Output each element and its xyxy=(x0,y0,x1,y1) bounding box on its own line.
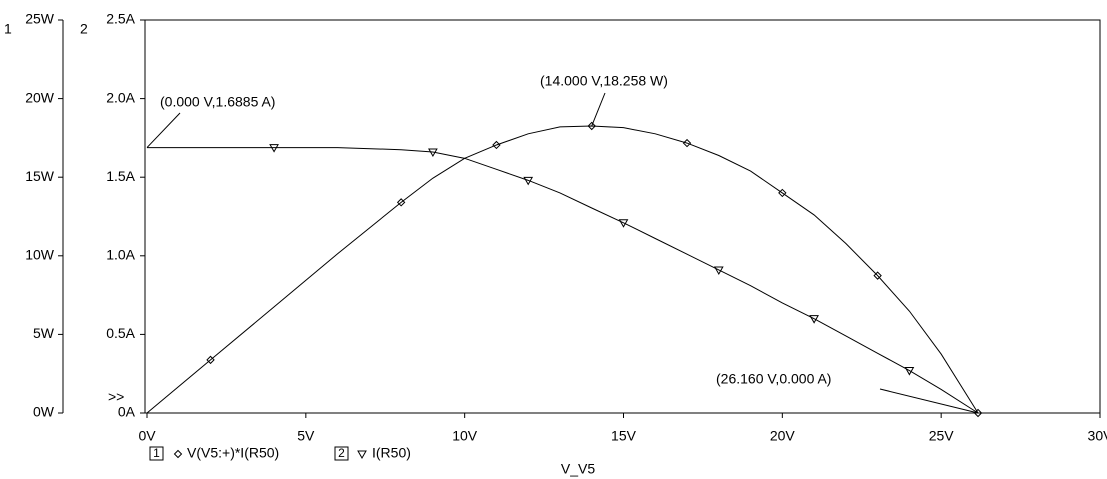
data-marker xyxy=(618,219,629,228)
legend-box xyxy=(149,446,164,461)
y2-tick-label: 25W xyxy=(25,11,55,27)
series-line xyxy=(146,125,979,414)
annotation: (14.000 V,18.258 W) xyxy=(540,73,668,89)
data-marker xyxy=(809,315,819,324)
y2-tick-label: 0W xyxy=(33,404,55,420)
data-marker xyxy=(428,148,438,158)
legend-box xyxy=(334,446,349,461)
axis-marker: >> xyxy=(108,389,124,405)
y-tick-label: 0A xyxy=(118,404,136,420)
x-tick-label: 5V xyxy=(297,428,315,444)
data-marker xyxy=(778,188,787,198)
y-tick-label: 1.0A xyxy=(106,247,135,263)
data-marker xyxy=(523,176,534,186)
y2-tick-label: 5W xyxy=(33,325,55,341)
annotation-leader xyxy=(879,388,979,414)
y-tick-label: 1.5A xyxy=(106,168,135,184)
data-marker xyxy=(396,198,406,207)
legend-label: V(V5:+)*I(R50) xyxy=(187,445,279,461)
x-tick-label: 10V xyxy=(452,428,478,444)
x-tick-label: 0V xyxy=(138,428,156,444)
plot-frame xyxy=(144,19,1101,414)
series-line xyxy=(147,147,979,414)
annotation-leader xyxy=(146,112,181,148)
y-tick-label: 0.5A xyxy=(106,325,135,341)
y-axis-id: 2 xyxy=(80,21,88,37)
annotation: (0.000 V,1.6885 A) xyxy=(160,94,275,110)
y2-tick-label: 15W xyxy=(25,168,55,184)
data-marker xyxy=(206,355,215,365)
data-marker xyxy=(713,266,724,275)
y-tick-label: 2.0A xyxy=(106,89,135,105)
data-marker xyxy=(269,144,279,153)
y2-axis-id: 1 xyxy=(4,21,12,37)
annotation: (26.160 V,0.000 A) xyxy=(716,371,831,387)
legend-id: 2 xyxy=(338,446,345,460)
annotation-leader xyxy=(591,92,606,127)
x-tick-label: 20V xyxy=(770,428,796,444)
y2-tick-label: 20W xyxy=(25,89,55,105)
data-marker xyxy=(492,140,501,150)
legend-label: I(R50) xyxy=(372,445,411,461)
y2-tick-label: 10W xyxy=(25,247,55,263)
data-marker xyxy=(904,367,915,376)
data-marker xyxy=(587,121,596,131)
x-tick-label: 25V xyxy=(929,428,955,444)
legend-marker xyxy=(173,449,183,459)
x-axis-title: V_V5 xyxy=(561,461,595,477)
legend-marker xyxy=(357,450,367,460)
data-marker xyxy=(873,271,882,280)
legend-id: 1 xyxy=(153,446,160,460)
data-marker xyxy=(682,138,692,148)
y-tick-label: 2.5A xyxy=(106,11,135,27)
x-tick-label: 15V xyxy=(611,428,637,444)
x-tick-label: 30V xyxy=(1088,428,1107,444)
